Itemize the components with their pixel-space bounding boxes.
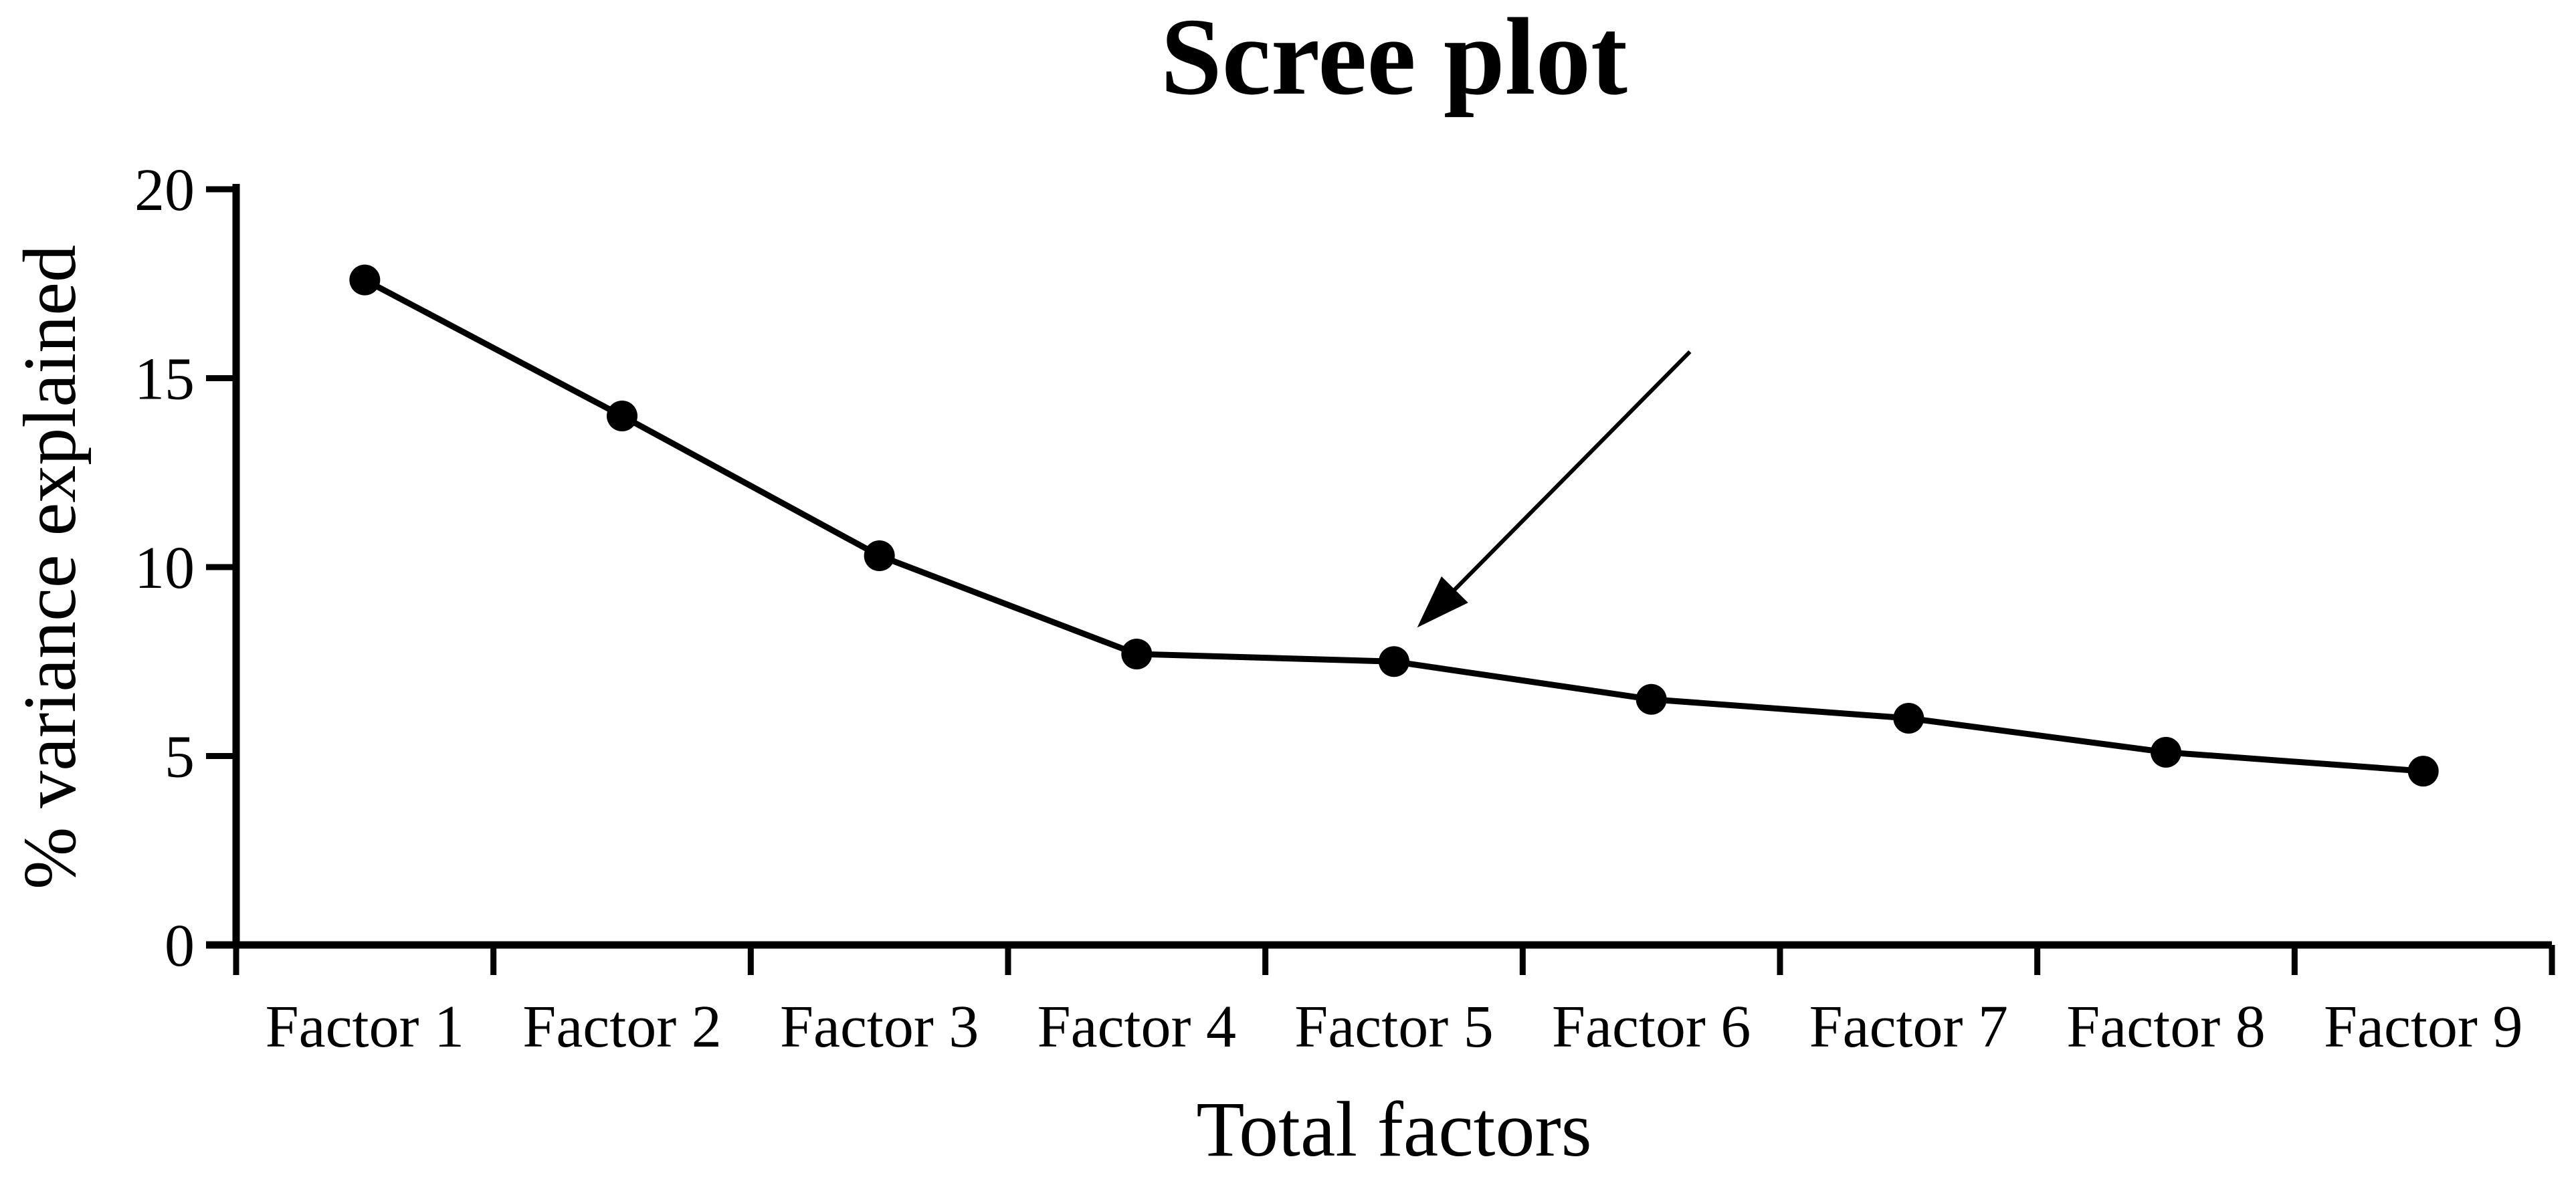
y-tick-label: 0 (165, 913, 195, 979)
y-tick-label: 10 (134, 535, 195, 601)
y-tick-label: 20 (134, 157, 195, 223)
x-category-label: Factor 2 (522, 994, 721, 1060)
data-point (2151, 736, 2181, 768)
data-point (1379, 646, 1409, 677)
annotation-arrow-head (1417, 576, 1468, 628)
y-axis-title: % variance explained (9, 245, 92, 889)
data-point (1636, 683, 1667, 715)
data-point (349, 264, 381, 296)
x-category-label: Factor 5 (1294, 994, 1493, 1060)
y-tick-label: 5 (165, 724, 195, 790)
data-point (2407, 756, 2439, 787)
x-category-label: Factor 3 (780, 994, 979, 1060)
annotation-layer (1417, 350, 1692, 628)
x-axis-title: Total factors (1196, 1085, 1591, 1173)
x-category-label: Factor 1 (266, 994, 464, 1060)
data-point (1121, 638, 1153, 669)
x-category-label: Factor 4 (1037, 994, 1236, 1060)
data-point (607, 401, 637, 431)
chart-title: Scree plot (1161, 0, 1627, 118)
axes-layer: 0 5 10 15 20 Factor 1 Factor 2 Factor 3 Factor 4… (134, 157, 2555, 1060)
data-series-layer (349, 264, 2439, 787)
x-category-label: Factor 7 (1809, 994, 2008, 1060)
x-category-label: Factor 9 (2324, 994, 2522, 1060)
data-point (1893, 703, 1924, 734)
annotation-arrow-line (1448, 350, 1692, 596)
x-category-label: Factor 6 (1552, 994, 1751, 1060)
x-category-label: Factor 8 (2066, 994, 2265, 1060)
data-point (864, 540, 895, 572)
y-tick-label: 15 (134, 346, 195, 413)
data-line (363, 277, 2423, 774)
